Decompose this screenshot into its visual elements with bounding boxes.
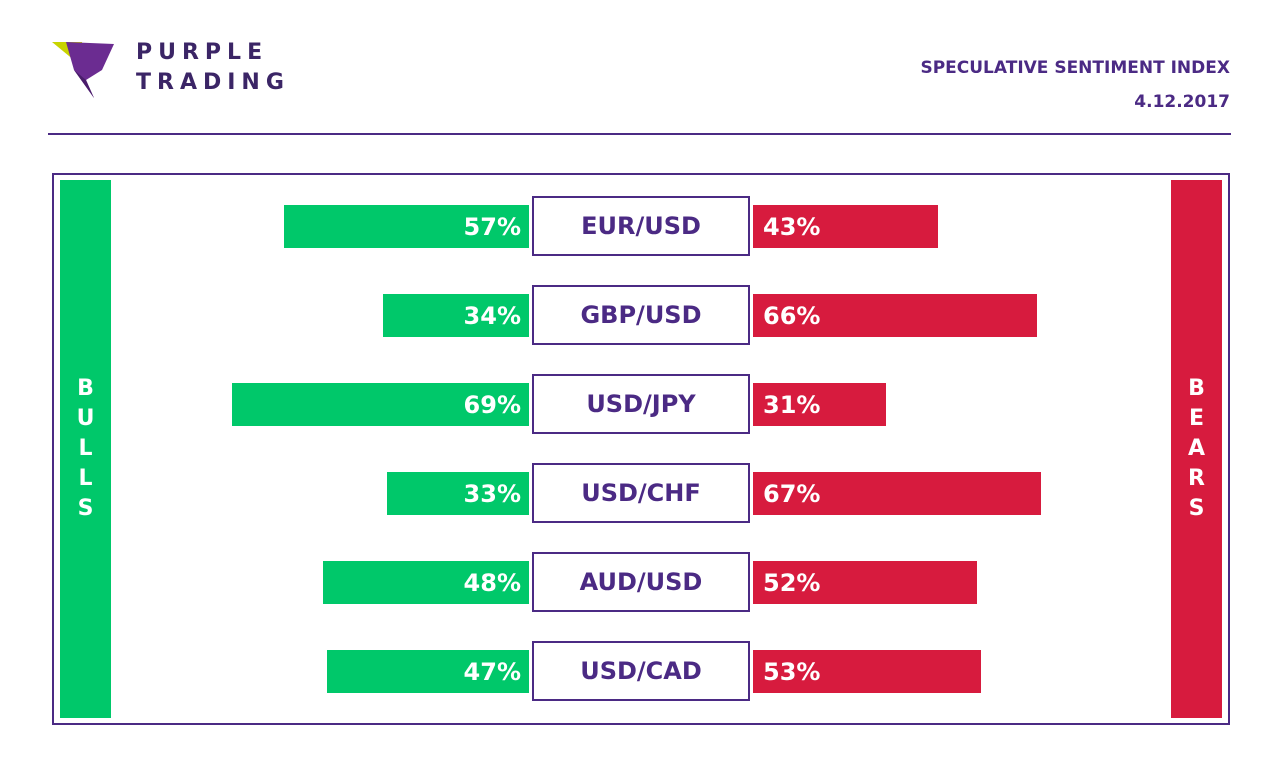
bulls-label-letter: B <box>77 376 94 401</box>
bear-bar: 67% <box>753 472 1042 515</box>
report-date: 4.12.2017 <box>1134 92 1230 112</box>
bear-bar: 66% <box>753 294 1037 337</box>
bear-bar: 43% <box>753 205 938 248</box>
bull-bar: 48% <box>322 561 529 604</box>
bear-value-label: 43% <box>763 213 821 241</box>
bear-value-label: 31% <box>763 391 821 419</box>
bears-label-letter: R <box>1188 466 1205 491</box>
bull-value-label: 34% <box>463 302 521 330</box>
bull-bar: 47% <box>326 650 529 693</box>
bears-label-letter: A <box>1187 436 1206 461</box>
chart-row: 34% GBP/USD 66% <box>0 285 1280 345</box>
currency-pair-label: USD/CAD <box>532 641 750 701</box>
bulls-label-letter: L <box>78 436 93 461</box>
currency-pair-label: GBP/USD <box>532 285 750 345</box>
bear-bar: 52% <box>753 561 977 604</box>
bull-value-label: 69% <box>463 391 521 419</box>
currency-pair-label: USD/CHF <box>532 463 750 523</box>
header-divider <box>48 133 1231 135</box>
bears-label-letter: E <box>1188 406 1205 431</box>
brand-line-1: PURPLE <box>136 40 269 65</box>
bull-value-label: 47% <box>463 658 521 686</box>
bull-value-label: 57% <box>463 213 521 241</box>
brand-line-2: TRADING <box>136 70 290 95</box>
bull-bar: 34% <box>382 294 529 337</box>
header: SPECULATIVE SENTIMENT INDEX 4.12.2017 <box>920 56 1230 114</box>
bear-value-label: 66% <box>763 302 821 330</box>
bear-value-label: 53% <box>763 658 821 686</box>
currency-pair-label: USD/JPY <box>532 374 750 434</box>
currency-pair-label: AUD/USD <box>532 552 750 612</box>
bull-bar: 33% <box>387 472 529 515</box>
bull-bar: 69% <box>232 383 529 426</box>
bears-label-letter: S <box>1188 496 1205 521</box>
chart-row: 33% USD/CHF 67% <box>0 463 1280 523</box>
bulls-label-letter: S <box>77 496 94 521</box>
chart-row: 69% USD/JPY 31% <box>0 374 1280 434</box>
bull-value-label: 48% <box>463 569 521 597</box>
bull-bar: 57% <box>283 205 529 248</box>
bear-value-label: 52% <box>763 569 821 597</box>
bear-bar: 31% <box>753 383 887 426</box>
bear-value-label: 67% <box>763 480 821 508</box>
currency-pair-label: EUR/USD <box>532 196 750 256</box>
bull-value-label: 33% <box>463 480 521 508</box>
chart-row: 47% USD/CAD 53% <box>0 641 1280 701</box>
logo: PURPLE TRADING <box>52 38 312 100</box>
chart-frame <box>52 173 1230 725</box>
chart-row: 48% AUD/USD 52% <box>0 552 1280 612</box>
brand-name: PURPLE TRADING <box>136 38 290 98</box>
bear-bar: 53% <box>753 650 981 693</box>
bears-label-letter: B <box>1188 376 1205 401</box>
purple-trading-logo-icon <box>52 42 114 98</box>
chart-row: 57% EUR/USD 43% <box>0 196 1280 256</box>
bulls-label-letter: L <box>78 466 93 491</box>
bulls-label-letter: U <box>76 406 95 431</box>
page-title: SPECULATIVE SENTIMENT INDEX <box>920 58 1230 78</box>
